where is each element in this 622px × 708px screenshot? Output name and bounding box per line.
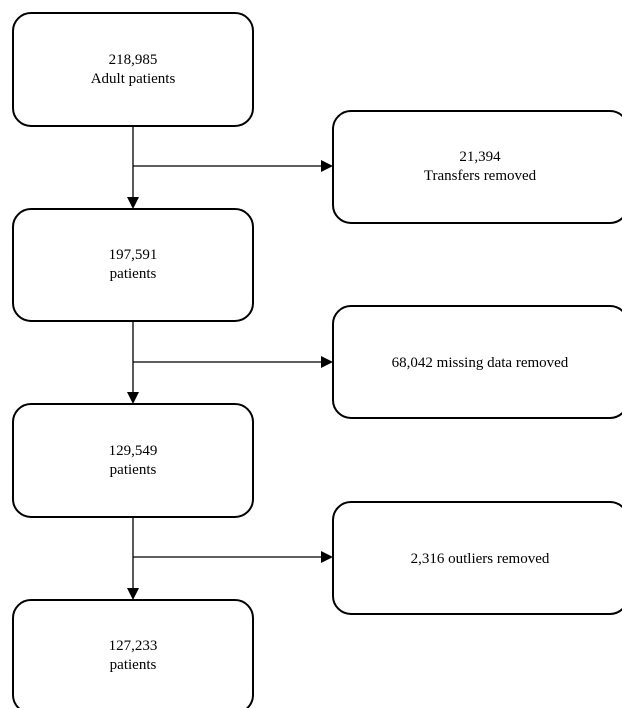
arrowhead-exclusion-3: [321, 551, 333, 563]
arrowhead-step-4: [127, 588, 139, 600]
exclusion-box-3: 2,316 outliers removed: [332, 501, 622, 615]
arrowhead-step-3: [127, 392, 139, 404]
step-3-count: 129,549: [109, 443, 158, 459]
exclusion-1-label: Transfers removed: [424, 168, 537, 184]
arrowhead-exclusion-2: [321, 356, 333, 368]
arrowhead-exclusion-1: [321, 160, 333, 172]
step-2-count: 197,591: [109, 247, 158, 263]
step-4-count: 127,233: [109, 638, 158, 654]
step-box-2: 197,591 patients: [12, 208, 254, 322]
step-box-4: 127,233 patients: [12, 599, 254, 708]
exclusion-2-label: 68,042 missing data removed: [392, 355, 569, 371]
step-1-count: 218,985: [109, 52, 158, 68]
step-2-label: patients: [110, 266, 157, 282]
step-box-3: 129,549 patients: [12, 403, 254, 518]
exclusion-1-count: 21,394: [459, 149, 501, 165]
step-1-label: Adult patients: [91, 71, 176, 87]
arrowhead-step-2: [127, 197, 139, 209]
step-3-label: patients: [110, 462, 157, 478]
exclusion-box-1: 21,394 Transfers removed: [332, 110, 622, 224]
exclusion-3-label: 2,316 outliers removed: [411, 551, 550, 567]
exclusion-box-2: 68,042 missing data removed: [332, 305, 622, 419]
step-box-1: 218,985 Adult patients: [12, 12, 254, 127]
step-4-label: patients: [110, 657, 157, 673]
